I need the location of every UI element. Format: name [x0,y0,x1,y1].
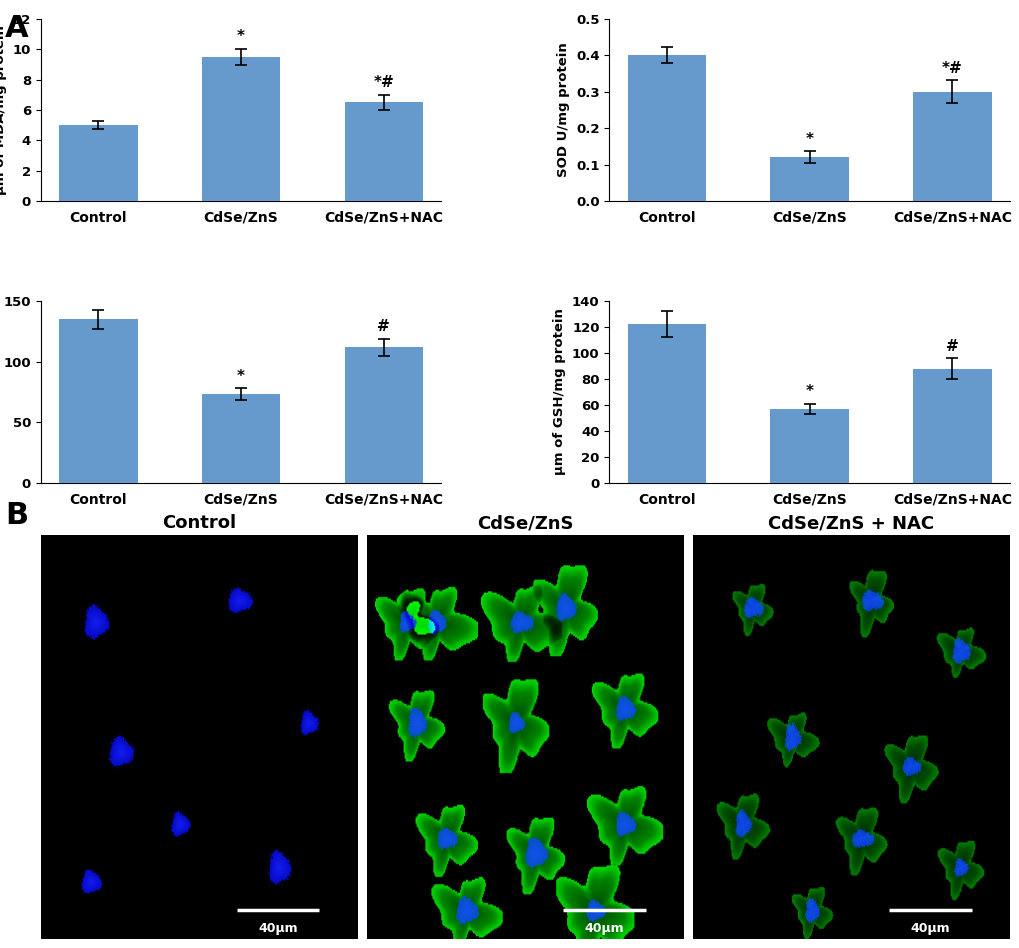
Text: *#: *# [941,61,962,76]
Bar [344,102,423,201]
Title: Control: Control [162,514,236,532]
Text: *: * [805,132,813,147]
Text: #: # [945,338,958,354]
Bar [59,125,138,201]
Bar [202,57,280,201]
Bar [202,394,280,483]
Text: *: * [236,369,245,384]
Bar [627,324,705,483]
Bar [912,92,990,201]
Text: *: * [236,29,245,44]
Bar [769,157,848,201]
Y-axis label: μm of GSH/mg protein: μm of GSH/mg protein [553,308,566,476]
Text: *: * [805,384,813,399]
Text: *#: *# [373,75,393,90]
Text: B: B [5,501,29,530]
Bar [344,347,423,483]
Bar [769,409,848,483]
Title: CdSe/ZnS: CdSe/ZnS [477,514,573,532]
Bar [59,319,138,483]
Text: 40μm: 40μm [910,922,950,936]
Text: A: A [5,14,29,44]
Bar [627,55,705,201]
Text: 40μm: 40μm [258,922,298,936]
Title: CdSe/ZnS + NAC: CdSe/ZnS + NAC [767,514,933,532]
Text: #: # [377,319,389,334]
Text: 40μm: 40μm [584,922,624,936]
Bar [912,369,990,483]
Y-axis label: SOD U/mg protein: SOD U/mg protein [557,43,570,177]
Y-axis label: μm of MDA/mg protein: μm of MDA/mg protein [0,25,7,195]
